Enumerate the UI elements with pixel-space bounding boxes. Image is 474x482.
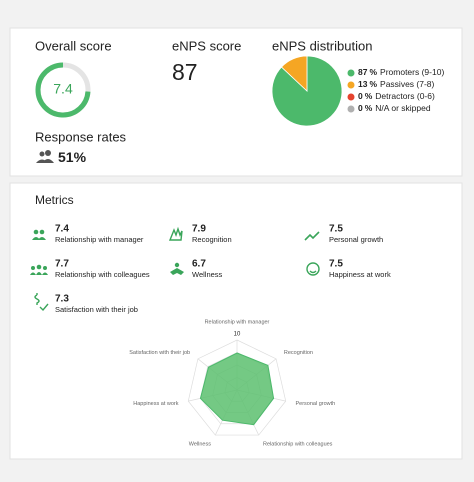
response-number: 51 bbox=[58, 149, 74, 165]
metric-name: Recognition bbox=[192, 235, 232, 244]
metric-name: Happiness at work bbox=[329, 270, 391, 279]
pie-slice bbox=[280, 55, 308, 92]
radar-axis-label: Recognition bbox=[284, 350, 313, 356]
metric-value: 7.5 bbox=[329, 224, 343, 235]
metric-name: Personal growth bbox=[329, 235, 383, 244]
legend-unit: % bbox=[369, 67, 377, 77]
legend-value: 0 bbox=[358, 91, 363, 101]
legend-swatch bbox=[347, 81, 355, 89]
legend-unit: % bbox=[365, 91, 373, 101]
legend-entry: 13% Passives (7-8) bbox=[358, 79, 435, 89]
metric-value: 7.3 bbox=[55, 294, 69, 305]
metric-name: Relationship with colleagues bbox=[55, 270, 150, 279]
legend-unit: % bbox=[369, 79, 377, 89]
metric-value: 7.7 bbox=[55, 259, 69, 270]
overall-title: Overall score bbox=[35, 38, 112, 53]
legend-entry: 87% Promoters (9-10) bbox=[358, 67, 444, 77]
radar-area bbox=[199, 352, 275, 426]
metric-name: Relationship with manager bbox=[55, 235, 144, 244]
distribution-title: eNPS distribution bbox=[272, 38, 372, 53]
legend-swatch bbox=[347, 93, 355, 101]
metric-value: 7.5 bbox=[329, 259, 343, 270]
response-value: 51% bbox=[58, 149, 87, 165]
legend-entry: 0% N/A or skipped bbox=[358, 103, 431, 113]
legend-value: 13 bbox=[358, 79, 368, 89]
radar-ring bbox=[187, 339, 287, 436]
metric-value: 6.7 bbox=[192, 259, 206, 270]
metric-name: Wellness bbox=[192, 270, 223, 279]
metric-icons bbox=[30, 226, 320, 312]
legend-swatch bbox=[347, 69, 355, 77]
metrics-title: Metrics bbox=[35, 193, 74, 207]
radar-axis-label: Happiness at work bbox=[133, 401, 178, 407]
response-title: Response rates bbox=[35, 129, 127, 144]
enps-value: 87 bbox=[172, 59, 198, 85]
radar-max-tick: 10 bbox=[234, 332, 241, 338]
metric-value: 7.9 bbox=[192, 224, 206, 235]
response-icon bbox=[36, 150, 54, 163]
legend-label: Passives (7-8) bbox=[380, 79, 434, 89]
legend-swatch bbox=[347, 105, 355, 113]
radar-axis-label: Personal growth bbox=[295, 401, 335, 407]
radar-axis-label: Relationship with manager bbox=[205, 319, 270, 325]
metric-name: Satisfaction with their job bbox=[55, 305, 138, 314]
legend-label: Promoters (9-10) bbox=[380, 67, 444, 77]
radar-axis-label: Satisfaction with their job bbox=[129, 350, 190, 356]
legend-entry: 0% Detractors (0-6) bbox=[358, 91, 435, 101]
radar-axis-label: Relationship with colleagues bbox=[263, 442, 333, 448]
enps-title: eNPS score bbox=[172, 38, 241, 53]
legend-value: 0 bbox=[358, 103, 363, 113]
legend-label: Detractors (0-6) bbox=[375, 91, 435, 101]
gauge-value: 7.4 bbox=[53, 81, 73, 97]
legend-value: 87 bbox=[358, 67, 368, 77]
radar-axis-label: Wellness bbox=[189, 442, 211, 448]
legend-label: N/A or skipped bbox=[375, 103, 431, 113]
legend-unit: % bbox=[365, 103, 373, 113]
metric-value: 7.4 bbox=[55, 224, 69, 235]
gauge-arc bbox=[35, 62, 91, 118]
response-unit: % bbox=[74, 149, 87, 165]
